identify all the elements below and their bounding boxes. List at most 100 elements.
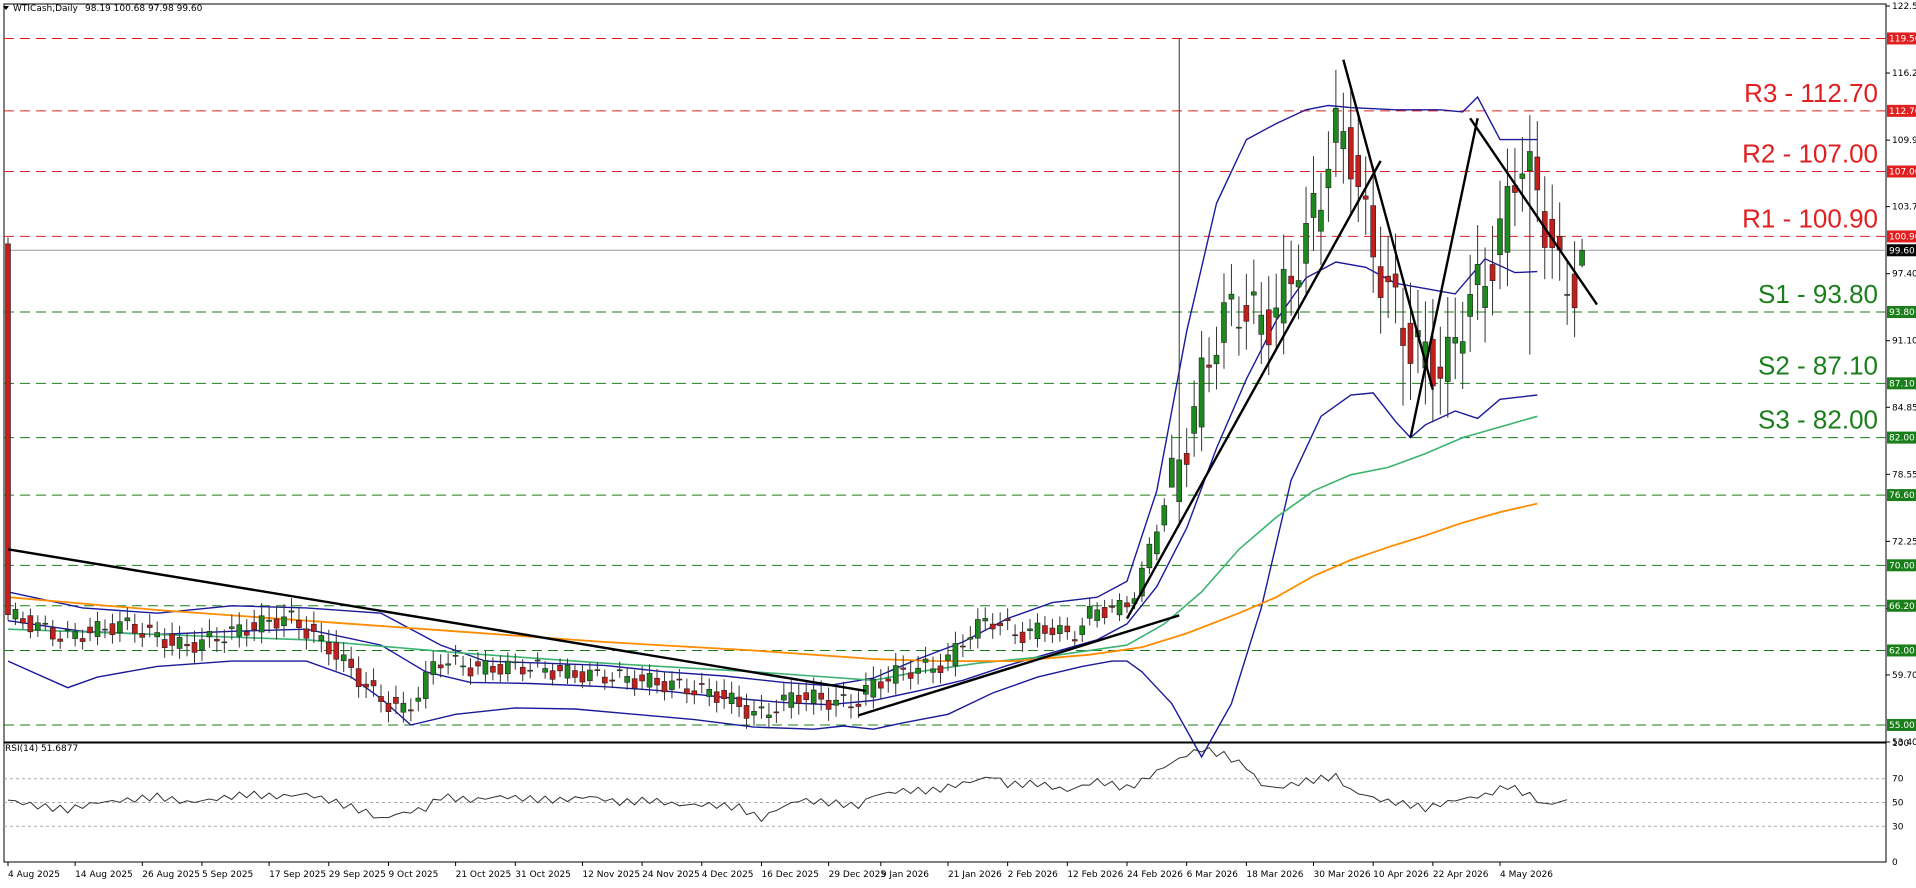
time-tick-label: 31 Oct 2025: [515, 870, 571, 880]
candle-body: [1444, 336, 1451, 382]
candle-body: [72, 631, 78, 639]
price-tick-label: 97.40: [1892, 270, 1916, 280]
level-price-tag: [1887, 489, 1916, 502]
candle-body: [355, 668, 362, 688]
candle-body: [1124, 602, 1130, 608]
candle-body: [1437, 366, 1444, 379]
candle-body: [766, 714, 772, 718]
price-tick-label: 122.55: [1892, 2, 1916, 12]
candle-body: [1012, 634, 1018, 637]
candle-body: [900, 667, 907, 670]
ohlc-readout: 98.19 100.68 97.98 99.60: [85, 4, 203, 14]
candle-body: [624, 676, 630, 683]
level-price-tag-label: 112.70: [1889, 107, 1916, 117]
candle-body: [1355, 155, 1362, 187]
current-price-tag-label: 99.60: [1889, 246, 1915, 256]
rsi-tick-label: 100: [1892, 739, 1909, 749]
trendline[interactable]: [7, 548, 867, 693]
candle-body: [12, 609, 19, 620]
candle-body: [303, 628, 310, 639]
level-price-tag: [1887, 104, 1916, 117]
candle-body: [1265, 309, 1272, 346]
trendline[interactable]: [1342, 59, 1435, 391]
candle-body: [967, 637, 974, 640]
candle-body: [57, 638, 64, 642]
candle-body: [1534, 156, 1541, 191]
trendline[interactable]: [1409, 118, 1479, 438]
candle-body: [497, 664, 504, 675]
candle-body: [773, 711, 780, 714]
candle-body: [855, 703, 862, 707]
candle-body: [915, 667, 921, 674]
candle-body: [378, 696, 384, 702]
main-price-panel: 122.55 116.25 109.95 103.70 97.40 91.10 84.85 7…: [3, 2, 1916, 759]
candle-body: [1325, 168, 1332, 189]
candle-body: [952, 643, 959, 667]
price-tick-label: 84.85: [1892, 403, 1916, 413]
candle-body: [1198, 357, 1205, 428]
time-tick-label: 9 Oct 2025: [388, 870, 438, 880]
candle-body: [460, 665, 466, 668]
candle-body: [609, 679, 616, 682]
level-price-tag-label: 70.00: [1889, 561, 1915, 571]
candle-body: [27, 615, 34, 633]
candle-body: [221, 641, 228, 644]
rsi-tick-label: 70: [1892, 775, 1904, 785]
level-price-tag-label: 55.00: [1889, 721, 1915, 731]
bollinger-upper-band: [7, 95, 1538, 687]
level-price-tag: [1887, 599, 1916, 612]
time-tick-label: 18 Mar 2026: [1246, 870, 1303, 880]
time-tick-label: 4 May 2026: [1500, 870, 1553, 880]
trendline[interactable]: [1469, 117, 1598, 306]
candle-body: [5, 243, 11, 616]
candle-body: [146, 624, 153, 628]
candle-body: [1176, 459, 1183, 502]
candle-body: [1452, 337, 1459, 344]
candle-body: [1280, 269, 1287, 324]
candle-body: [1348, 127, 1354, 180]
candle-body: [1467, 294, 1473, 317]
candle-body: [318, 635, 325, 642]
time-tick-label: 4 Dec 2025: [702, 870, 754, 880]
candle-body: [1057, 625, 1063, 634]
candle-body: [273, 618, 280, 629]
level-price-tag: [1887, 431, 1916, 444]
candle-body: [1034, 622, 1041, 640]
candle-body: [1027, 628, 1033, 632]
candle-body: [1392, 273, 1399, 288]
candle-body: [989, 623, 996, 630]
candle-body: [311, 623, 317, 632]
candle-body: [930, 668, 936, 673]
level-price-tag-label: 76.60: [1889, 491, 1915, 501]
candle-body: [482, 660, 489, 675]
level-price-tag-label: 87.10: [1889, 379, 1915, 389]
candle-body: [579, 671, 586, 683]
candle-body: [214, 639, 220, 642]
candle-body: [42, 622, 49, 625]
time-tick-label: 21 Jan 2026: [948, 870, 1002, 880]
trendline[interactable]: [1125, 160, 1382, 620]
candle-body: [1206, 364, 1212, 368]
candle-body: [132, 623, 138, 634]
rsi-title: RSI(14) 51.6877: [5, 744, 78, 754]
candle-body: [229, 626, 235, 629]
candle-body: [1019, 631, 1026, 643]
candle-body: [676, 678, 683, 681]
candle-body: [751, 711, 757, 716]
candle-body: [139, 633, 146, 638]
candle-body: [363, 683, 369, 688]
candle-body: [616, 669, 623, 672]
candle-body: [393, 697, 399, 704]
candle-body: [1183, 453, 1190, 465]
candle-body: [728, 692, 735, 704]
candle-body: [124, 617, 131, 622]
price-tick-label: 78.55: [1892, 470, 1916, 480]
candle-body: [288, 610, 295, 613]
trendline[interactable]: [858, 614, 1180, 717]
collapse-triangle-icon[interactable]: [3, 6, 9, 10]
candle-body: [1161, 505, 1168, 526]
candle-body: [781, 694, 787, 701]
price-tick-label: 59.70: [1892, 671, 1916, 681]
candle-body: [713, 691, 720, 703]
candle-body: [199, 639, 205, 651]
